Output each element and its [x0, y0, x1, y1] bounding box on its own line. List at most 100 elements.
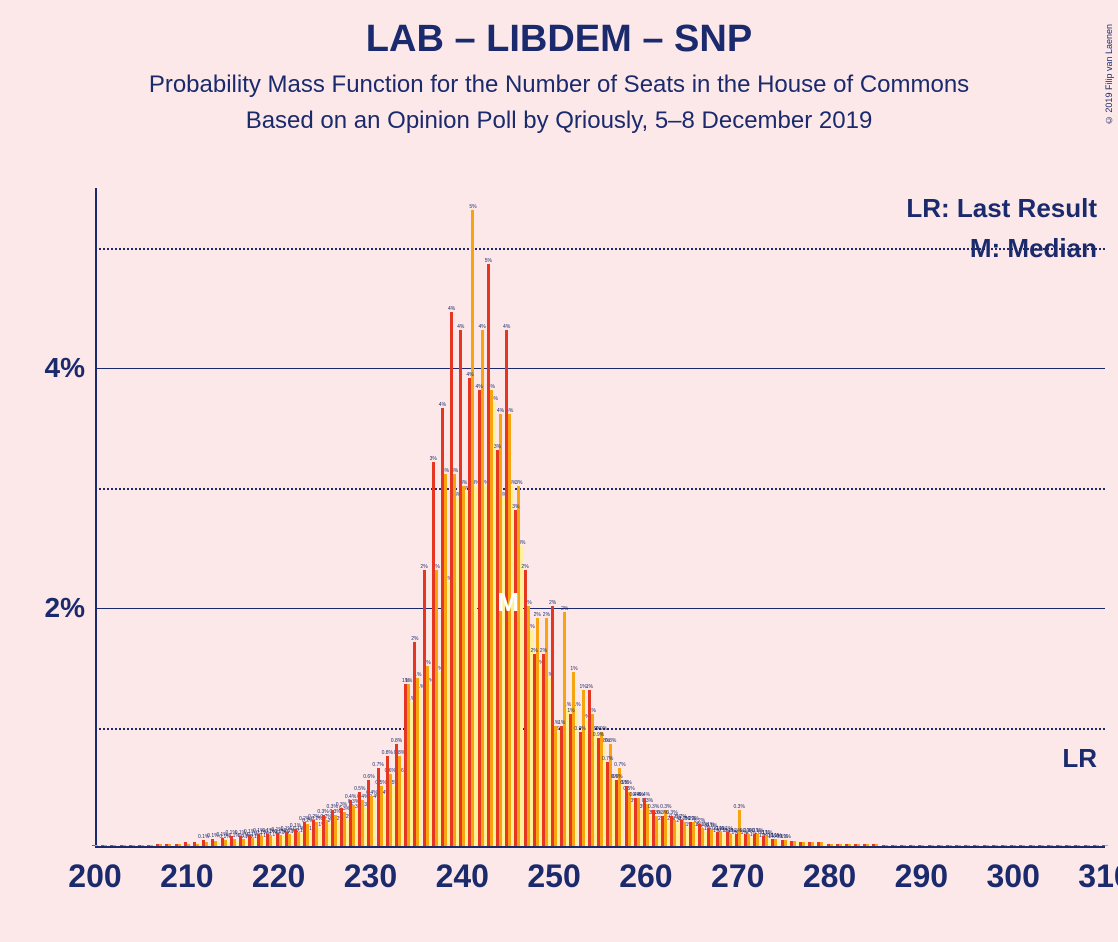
x-tick-label: 250 [527, 858, 580, 895]
bar: 0.4% [643, 798, 646, 846]
bar [949, 845, 952, 846]
bar: 0.1% [269, 835, 272, 846]
bar: 4% [499, 414, 502, 846]
bar: 0.1% [762, 836, 765, 846]
bar: 3% [432, 462, 435, 846]
bar: 0.6% [389, 774, 392, 846]
bar [175, 844, 178, 846]
bar-value-label: 4% [503, 324, 510, 330]
bar: 0.1% [233, 839, 236, 846]
bar-value-label: 0.7% [372, 762, 383, 768]
bar-value-label: 0.4% [345, 794, 356, 800]
bar-value-label: 0.1% [290, 823, 301, 829]
bar: 0.3% [670, 816, 673, 846]
bar [1001, 845, 1004, 846]
bar [1013, 845, 1016, 846]
bar [900, 845, 903, 846]
bar-value-label: 5% [469, 204, 476, 210]
bar-value-label: 0.8% [382, 750, 393, 756]
bar [940, 845, 943, 846]
bar: 0.3% [352, 805, 355, 846]
bar: 0.2% [683, 822, 686, 846]
bar: 0.4% [349, 800, 352, 846]
bar: 0.3% [655, 816, 658, 846]
x-tick-label: 270 [711, 858, 764, 895]
bar: 0.1% [266, 834, 269, 846]
bar-value-label: 2% [549, 600, 556, 606]
bar: 1% [416, 678, 419, 846]
bar [964, 845, 967, 846]
bar: 2% [527, 606, 530, 846]
bar-value-label: 0.4% [639, 792, 650, 798]
bar [1050, 845, 1053, 846]
bar: 0.2% [680, 820, 683, 846]
bar-value-label: 4% [479, 324, 486, 330]
bar [1047, 845, 1050, 846]
bar: 0.2% [698, 824, 701, 846]
bar: 0.1% [716, 832, 719, 846]
bar [1029, 845, 1032, 846]
bar [113, 845, 116, 846]
bar [1077, 845, 1080, 846]
bar-value-label: 1% [570, 666, 577, 672]
bar [912, 845, 915, 846]
bar [1102, 845, 1105, 846]
bar: 0.1% [242, 839, 245, 846]
bar [1019, 845, 1022, 846]
bar: 0.5% [380, 786, 383, 846]
bar: 0.1% [707, 828, 710, 846]
bar: 0.1% [784, 840, 787, 846]
bar: 0.3% [343, 812, 346, 846]
bar [986, 845, 989, 846]
x-tick-label: 240 [436, 858, 489, 895]
bar: 0.6% [615, 780, 618, 846]
bar [184, 842, 187, 846]
bar [854, 844, 857, 846]
bar: 5% [471, 210, 474, 846]
bar [104, 845, 107, 846]
bar [937, 845, 940, 846]
bar [808, 842, 811, 846]
bar: 0.8% [398, 756, 401, 846]
bar: 0.9% [600, 732, 603, 846]
chart-plot-area: 2%4% 20021022023024025026027028029030031… [95, 188, 1105, 848]
bar: 0.6% [367, 780, 370, 846]
bar [95, 845, 98, 846]
bar-value-label: 0.3% [734, 804, 745, 810]
bar: 3% [514, 510, 517, 846]
bar [1032, 845, 1035, 846]
bar-value-label: 0.6% [363, 774, 374, 780]
bar [820, 842, 823, 846]
bar: 0.7% [377, 768, 380, 846]
bar: 2% [426, 666, 429, 846]
bar: 4% [441, 408, 444, 846]
bar [863, 844, 866, 846]
bar: 0.2% [325, 820, 328, 846]
bar [1041, 845, 1044, 846]
bar: 1% [588, 690, 591, 846]
bar: 0.1% [747, 834, 750, 846]
bar [811, 842, 814, 846]
bar: 0.3% [646, 804, 649, 846]
bar: 3% [444, 474, 447, 846]
bar: 0.1% [279, 835, 282, 846]
bar: 0.4% [370, 796, 373, 846]
bar: 0.1% [701, 828, 704, 846]
median-marker: M [497, 587, 519, 618]
bar: 3% [517, 486, 520, 846]
bar [894, 845, 897, 846]
y-tick-label: 2% [45, 592, 85, 624]
bar-value-label: 0.3% [336, 802, 347, 808]
bar: 0.1% [230, 836, 233, 846]
bar [903, 845, 906, 846]
bar [120, 845, 123, 846]
bar-value-label: 2% [420, 564, 427, 570]
x-tick-label: 220 [252, 858, 305, 895]
bar: 0.3% [661, 816, 664, 846]
bar: 0.1% [285, 832, 288, 846]
bar [165, 844, 168, 846]
bar: 0.2% [315, 822, 318, 846]
bar [123, 845, 126, 846]
bar: 0.1% [224, 840, 227, 846]
bar: 0.4% [361, 800, 364, 846]
